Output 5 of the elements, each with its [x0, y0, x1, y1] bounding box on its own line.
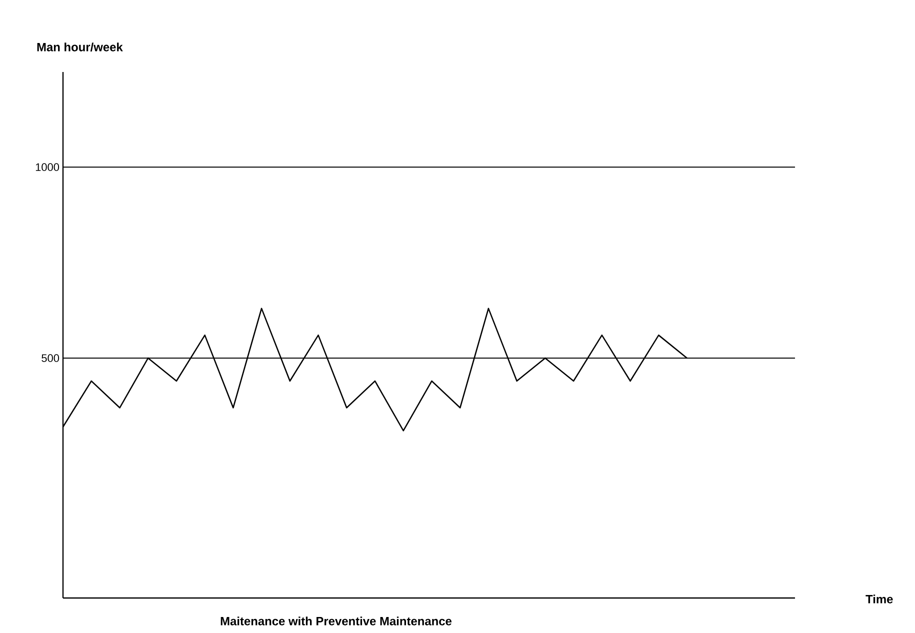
y-tick-label: 1000 — [36, 163, 60, 171]
text: Time — [866, 594, 893, 604]
text: Maitenance with Preventive Maintenance — [220, 616, 452, 626]
y-axis-title: Man hour/week — [37, 42, 123, 52]
y-tick-label: 500 — [42, 354, 60, 362]
